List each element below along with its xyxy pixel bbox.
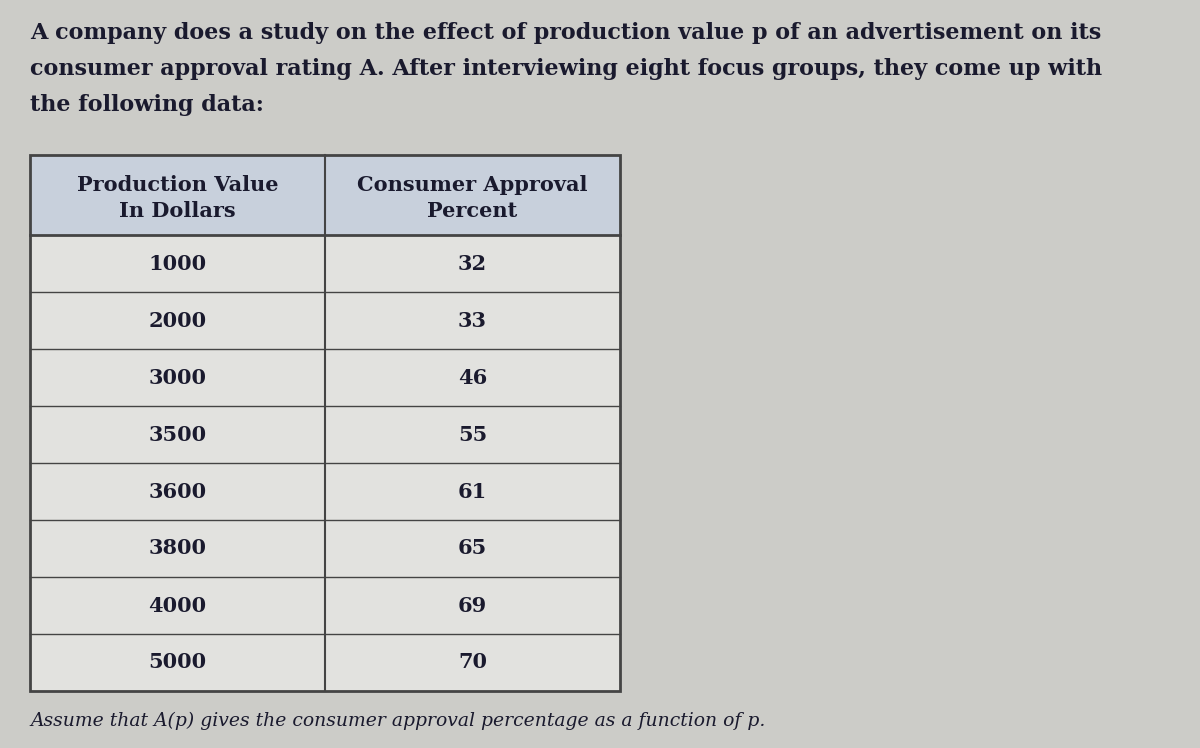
Text: 46: 46: [458, 367, 487, 387]
Bar: [30, 155, 620, 691]
Bar: [30, 155, 620, 235]
Text: Percent: Percent: [427, 201, 517, 221]
Text: 32: 32: [458, 254, 487, 274]
Text: 3800: 3800: [149, 539, 206, 559]
Text: Production Value: Production Value: [77, 175, 278, 195]
Text: 5000: 5000: [149, 652, 206, 672]
Text: A company does a study on the effect of production value p of an advertisement o: A company does a study on the effect of …: [30, 22, 1102, 44]
Bar: [30, 235, 620, 292]
Bar: [30, 577, 620, 634]
Text: 3000: 3000: [149, 367, 206, 387]
Text: Consumer Approval: Consumer Approval: [358, 175, 588, 195]
Text: 69: 69: [458, 595, 487, 616]
Bar: [30, 463, 620, 520]
Text: 55: 55: [458, 425, 487, 444]
Text: 4000: 4000: [149, 595, 206, 616]
Text: consumer approval rating A. After interviewing eight focus groups, they come up : consumer approval rating A. After interv…: [30, 58, 1102, 80]
Text: 2000: 2000: [149, 310, 206, 331]
Bar: [30, 520, 620, 577]
Text: the following data:: the following data:: [30, 94, 264, 116]
Bar: [30, 292, 620, 349]
Text: 3500: 3500: [149, 425, 206, 444]
Text: Assume that A(p) gives the consumer approval percentage as a function of p.: Assume that A(p) gives the consumer appr…: [30, 712, 766, 730]
Bar: [30, 406, 620, 463]
Text: 61: 61: [458, 482, 487, 501]
Bar: [30, 634, 620, 691]
Text: 3600: 3600: [149, 482, 206, 501]
Text: 1000: 1000: [149, 254, 206, 274]
Text: 33: 33: [458, 310, 487, 331]
Text: In Dollars: In Dollars: [119, 201, 236, 221]
Text: 70: 70: [458, 652, 487, 672]
Text: 65: 65: [458, 539, 487, 559]
Bar: [30, 349, 620, 406]
